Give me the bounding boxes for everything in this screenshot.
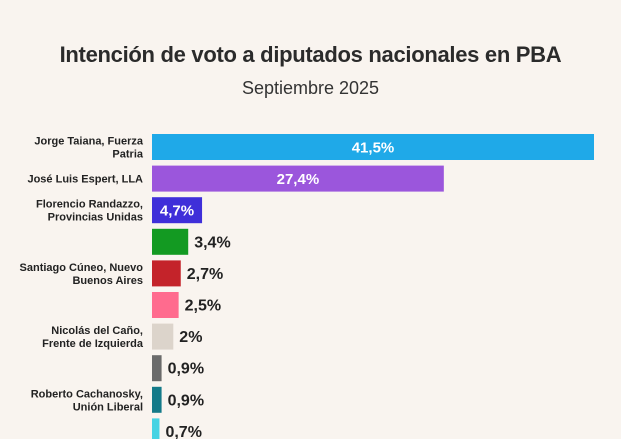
bar-9 bbox=[152, 386, 162, 413]
category-label-9: Roberto Cachanosky, Unión Liberal bbox=[31, 388, 143, 413]
category-label-3: Florencio Randazzo, Provincias Unidas bbox=[36, 199, 143, 224]
category-label-5: Santiago Cúneo, Nuevo Buenos Aires bbox=[20, 262, 144, 287]
chart-title: Intención de voto a diputados nacionales… bbox=[59, 42, 562, 67]
chart-subtitle: Septiembre 2025 bbox=[241, 78, 380, 98]
value-label-2: 27,4% bbox=[277, 171, 320, 188]
value-label-9: 0,9% bbox=[168, 392, 204, 409]
value-label-3: 4,7% bbox=[160, 203, 194, 220]
value-label-10: 0,7% bbox=[165, 424, 201, 439]
category-label-1: Jorge Taiana, Fuerza Patria bbox=[34, 136, 143, 161]
value-label-1: 41,5% bbox=[352, 140, 395, 157]
category-label-2: José Luis Espert, LLA bbox=[27, 174, 143, 186]
bar-10 bbox=[152, 418, 160, 439]
value-label-5: 2,7% bbox=[187, 266, 223, 283]
value-label-7: 2% bbox=[179, 329, 202, 346]
value-label-6: 2,5% bbox=[185, 298, 221, 315]
category-label-7: Nicolás del Caño, Frente de Izquierda bbox=[42, 325, 144, 350]
bar-5 bbox=[152, 260, 181, 287]
bar-3 bbox=[152, 197, 203, 224]
bar-7 bbox=[152, 323, 174, 350]
bar-6 bbox=[152, 292, 179, 318]
bar-8 bbox=[152, 355, 162, 382]
bar-2 bbox=[152, 165, 444, 192]
value-label-4: 3,4% bbox=[194, 234, 230, 251]
bar-4 bbox=[152, 228, 189, 255]
value-label-8: 0,9% bbox=[168, 361, 204, 378]
bar-1 bbox=[152, 134, 594, 160]
